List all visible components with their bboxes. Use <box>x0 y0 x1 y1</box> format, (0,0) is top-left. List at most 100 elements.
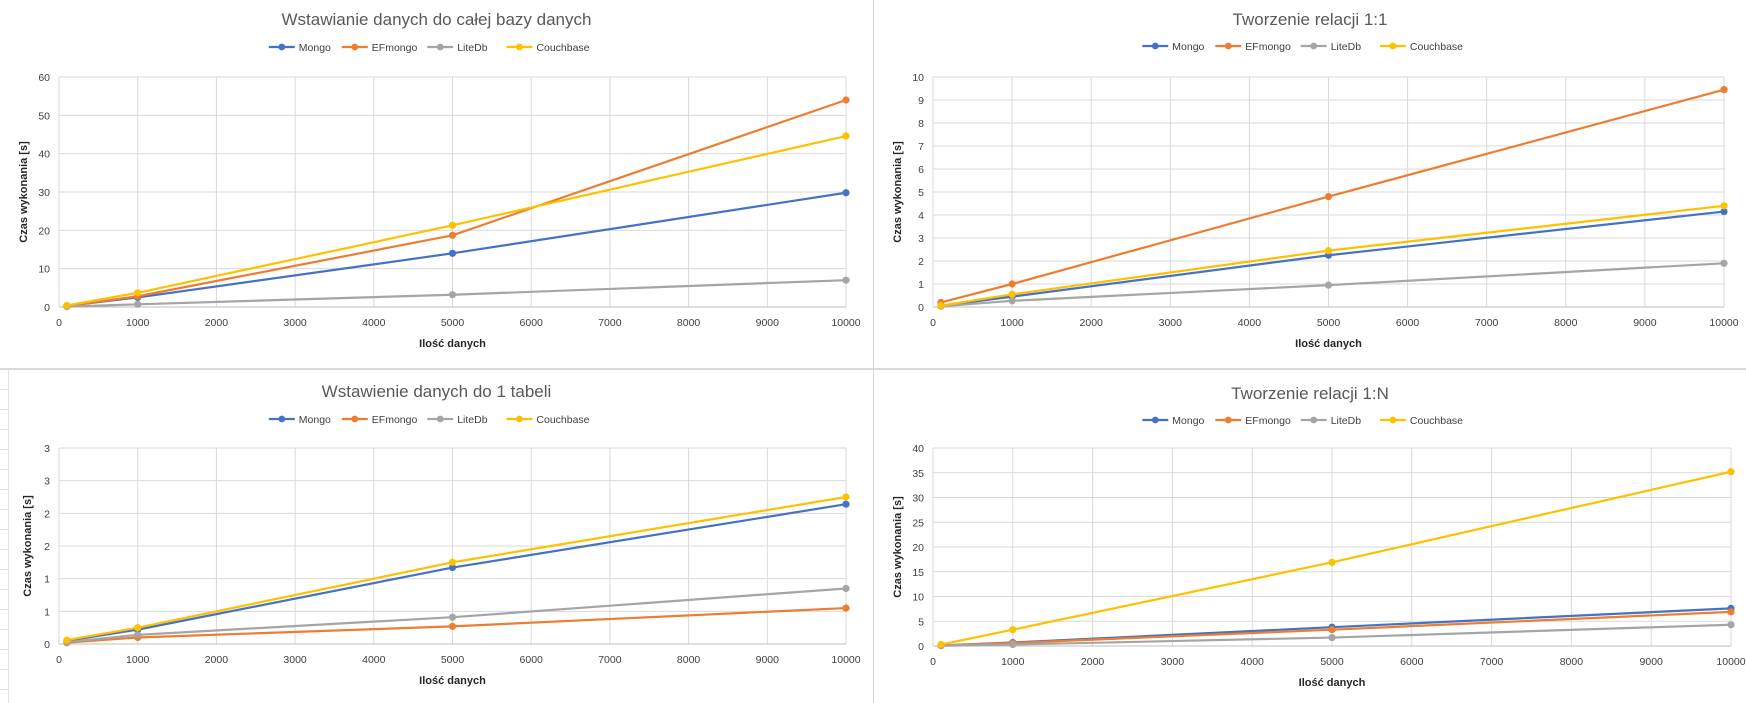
data-point-couchbase[interactable] <box>1008 290 1016 298</box>
x-tick-label: 0 <box>930 656 936 668</box>
legend-item-mongo[interactable]: Mongo <box>1142 415 1205 427</box>
data-point-mongo[interactable] <box>842 500 850 508</box>
data-point-litedb[interactable] <box>842 276 850 284</box>
data-point-couchbase[interactable] <box>63 636 71 644</box>
legend-item-couchbase[interactable]: Couchbase <box>506 42 590 54</box>
data-point-litedb[interactable] <box>1008 297 1016 305</box>
data-point-litedb[interactable] <box>1720 259 1728 267</box>
data-point-couchbase[interactable] <box>1727 468 1735 476</box>
legend-item-litedb[interactable]: LiteDb <box>1300 415 1362 427</box>
legend-item-couchbase[interactable]: Couchbase <box>1379 41 1463 53</box>
data-point-mongo[interactable] <box>448 563 457 572</box>
series-line-mongo[interactable] <box>66 191 847 307</box>
legend-item-litedb[interactable]: LiteDb <box>427 42 488 54</box>
legend-label: Couchbase <box>1410 415 1463 427</box>
chart-insert-one-table[interactable]: Wstawienie danych do 1 tabeli 0 1 1 2 2 3 3 0 100… <box>0 370 873 703</box>
data-point-efmongo[interactable] <box>448 231 457 239</box>
data-point-mongo[interactable] <box>448 249 457 257</box>
y-tick-label: 20 <box>912 542 924 554</box>
data-point-mongo[interactable] <box>842 189 850 197</box>
data-point-efmongo[interactable] <box>1008 280 1016 288</box>
series-line-couchbase[interactable] <box>66 134 847 307</box>
data-point-couchbase[interactable] <box>448 221 457 229</box>
data-point-litedb[interactable] <box>1727 621 1735 629</box>
series-line-couchbase[interactable] <box>940 470 1732 646</box>
x-tick-label: 8000 <box>677 654 701 666</box>
data-point-efmongo[interactable] <box>1324 193 1333 201</box>
data-point-couchbase[interactable] <box>842 493 850 501</box>
legend-label: LiteDb <box>1331 41 1362 53</box>
series-line-litedb[interactable] <box>66 279 847 308</box>
data-point-litedb[interactable] <box>1009 640 1017 649</box>
series-line-mongo[interactable] <box>940 210 1725 307</box>
legend-marker <box>1151 42 1159 50</box>
legend-item-efmongo[interactable]: EFmongo <box>1215 415 1291 427</box>
data-point-couchbase[interactable] <box>1720 202 1728 210</box>
data-point-efmongo[interactable] <box>1720 86 1728 94</box>
data-point-efmongo[interactable] <box>842 604 850 612</box>
data-point-couchbase[interactable] <box>1009 626 1017 634</box>
series-line-efmongo[interactable] <box>66 98 847 307</box>
x-tick-label: 6000 <box>1400 656 1424 668</box>
data-point-litedb[interactable] <box>842 584 850 593</box>
data-point-efmongo[interactable] <box>842 96 850 104</box>
data-point-efmongo[interactable] <box>448 622 457 630</box>
legend-marker <box>436 415 444 423</box>
x-tick-label: 9000 <box>1633 317 1657 329</box>
chart-relation-1-n[interactable]: Tworzenie relacji 1:N 0 5 10 15 20 25 30 35 40 0 10… <box>874 370 1746 703</box>
y-tick-label: 0 <box>44 639 50 651</box>
legend-item-efmongo[interactable]: EFmongo <box>1215 41 1291 53</box>
data-point-litedb[interactable] <box>448 291 457 299</box>
legend-item-couchbase[interactable]: Couchbase <box>1379 415 1463 427</box>
series-line-mongo[interactable] <box>66 503 847 642</box>
data-point-litedb[interactable] <box>134 300 142 308</box>
y-tick-label: 2 <box>44 508 50 520</box>
legend-item-litedb[interactable]: LiteDb <box>427 414 488 426</box>
legend-item-efmongo[interactable]: EFmongo <box>341 42 418 54</box>
legend-marker <box>1389 42 1397 50</box>
series-line-couchbase[interactable] <box>66 495 847 642</box>
data-point-couchbase[interactable] <box>1328 558 1336 566</box>
data-point-couchbase[interactable] <box>134 624 142 632</box>
data-point-couchbase[interactable] <box>134 289 142 297</box>
data-point-efmongo[interactable] <box>1727 608 1735 616</box>
data-point-efmongo[interactable] <box>1328 626 1336 634</box>
legend-marker <box>1224 42 1232 50</box>
data-point-couchbase[interactable] <box>448 558 457 566</box>
legend-marker <box>1389 416 1397 424</box>
legend-item-litedb[interactable]: LiteDb <box>1300 41 1362 53</box>
x-axis-label: Ilość danych <box>419 675 486 687</box>
series-line-mongo[interactable] <box>940 607 1732 647</box>
series-line-couchbase[interactable] <box>940 204 1725 307</box>
legend-marker <box>1151 416 1159 424</box>
data-point-couchbase[interactable] <box>842 132 850 140</box>
legend-item-couchbase[interactable]: Couchbase <box>506 414 590 426</box>
data-point-litedb[interactable] <box>1324 281 1333 289</box>
chart-relation-1-1[interactable]: Tworzenie relacji 1:1 0 1 2 3 4 5 6 7 8 9 10 0 1000 20… <box>874 0 1746 368</box>
data-point-couchbase[interactable] <box>1324 247 1333 255</box>
legend-label: Mongo <box>1172 415 1204 427</box>
data-point-mongo[interactable] <box>1720 207 1728 216</box>
series-line-litedb[interactable] <box>66 587 847 644</box>
data-point-litedb[interactable] <box>1328 633 1336 642</box>
x-tick-label: 8000 <box>1554 317 1578 329</box>
legend-item-mongo[interactable]: Mongo <box>1142 41 1205 53</box>
data-point-couchbase[interactable] <box>63 301 71 310</box>
legend-item-mongo[interactable]: Mongo <box>268 414 331 426</box>
legend-item-mongo[interactable]: Mongo <box>268 42 331 54</box>
data-point-litedb[interactable] <box>448 613 457 621</box>
x-tick-label: 3000 <box>283 654 307 666</box>
x-tick-label: 8000 <box>677 317 701 329</box>
series-line-litedb[interactable] <box>940 623 1732 647</box>
x-tick-label: 6000 <box>1396 317 1420 329</box>
data-point-litedb[interactable] <box>134 631 142 639</box>
chart-insert-full-db[interactable]: Wstawianie danych do całej bazy danych 0 1… <box>0 0 873 368</box>
series-line-efmongo[interactable] <box>940 88 1725 304</box>
series-line-efmongo[interactable] <box>66 606 847 644</box>
x-tick-label: 9000 <box>756 317 780 329</box>
data-point-couchbase[interactable] <box>937 640 945 649</box>
series-line-litedb[interactable] <box>940 262 1725 308</box>
chart-title: Tworzenie relacji 1:N <box>1231 384 1389 403</box>
legend-item-efmongo[interactable]: EFmongo <box>341 414 418 426</box>
data-point-couchbase[interactable] <box>937 302 945 310</box>
